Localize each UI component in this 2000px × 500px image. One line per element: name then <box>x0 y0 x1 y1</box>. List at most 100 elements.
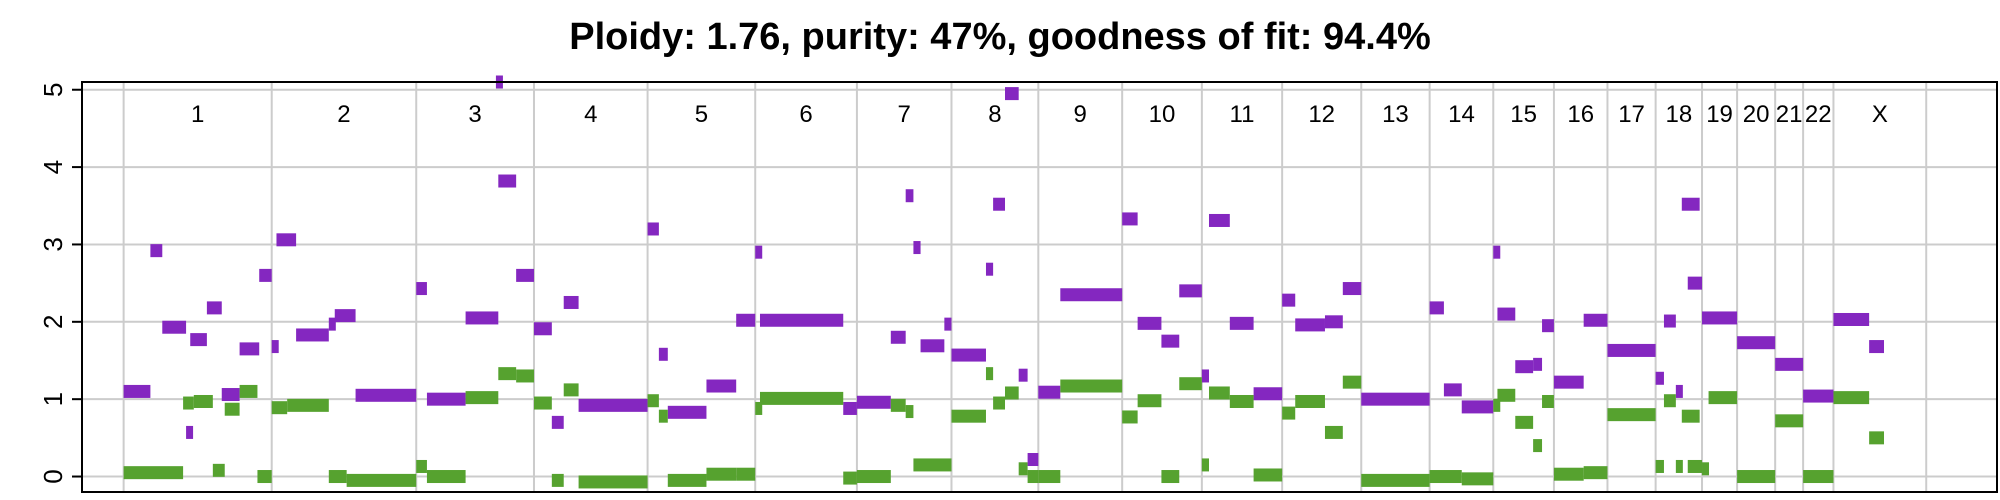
major-copy-number-segment <box>1607 343 1656 357</box>
major-copy-number-segment <box>328 317 336 331</box>
major-copy-number-segment <box>1687 276 1703 290</box>
minor-copy-number-segment <box>1208 386 1230 400</box>
y-tick-label: 2 <box>38 315 68 329</box>
chromosome-label: 7 <box>898 101 911 128</box>
major-copy-number-segment <box>1361 392 1430 406</box>
minor-copy-number-segment <box>1493 398 1501 412</box>
major-copy-number-segment <box>221 388 240 402</box>
chromosome-label: 19 <box>1706 101 1733 128</box>
minor-copy-number-segment <box>1833 391 1870 405</box>
minor-copy-number-segment <box>287 398 329 412</box>
major-copy-number-segment <box>890 330 906 344</box>
minor-copy-number-segment <box>1708 391 1738 405</box>
major-copy-number-segment <box>498 174 517 188</box>
major-copy-number-segment <box>1655 371 1664 385</box>
major-copy-number-segment <box>1869 340 1885 354</box>
chart-title: Ploidy: 1.76, purity: 47%, goodness of f… <box>569 16 1431 58</box>
major-copy-number-segment <box>206 301 222 315</box>
minor-copy-number-segment <box>551 473 564 487</box>
minor-copy-number-segment <box>533 396 552 410</box>
chromosome-label: 12 <box>1308 101 1335 128</box>
major-copy-number-segment <box>1443 383 1462 397</box>
minor-copy-number-segment <box>224 402 240 416</box>
chromosome-label: 4 <box>584 101 597 128</box>
chromosome-label: 10 <box>1149 101 1176 128</box>
minor-copy-number-segment <box>1675 459 1683 473</box>
major-copy-number-segment <box>296 328 329 342</box>
minor-copy-number-segment <box>890 398 906 412</box>
minor-copy-number-segment <box>1583 466 1608 480</box>
major-copy-number-segment <box>533 322 552 336</box>
major-copy-number-segment <box>1005 87 1019 101</box>
chromosome-label: 16 <box>1567 101 1594 128</box>
major-copy-number-segment <box>1201 369 1209 383</box>
major-copy-number-segment <box>1702 311 1738 325</box>
major-copy-number-segment <box>190 333 207 347</box>
major-copy-number-segment <box>1027 453 1039 467</box>
major-copy-number-segment <box>186 425 194 439</box>
major-copy-number-segment <box>551 415 564 429</box>
major-copy-number-segment <box>239 342 260 356</box>
major-copy-number-segment <box>276 233 297 247</box>
minor-copy-number-segment <box>1515 415 1534 429</box>
minor-copy-number-segment <box>843 471 857 485</box>
chromosome-label: 15 <box>1510 101 1537 128</box>
minor-copy-number-segment <box>465 391 499 405</box>
major-copy-number-segment <box>1515 360 1534 374</box>
major-copy-number-segment <box>1429 301 1444 315</box>
minor-copy-number-segment <box>736 467 756 481</box>
major-copy-number-segment <box>1775 357 1804 371</box>
major-copy-number-segment <box>1295 318 1325 332</box>
minor-copy-number-segment <box>416 459 427 473</box>
minor-copy-number-segment <box>498 367 517 381</box>
chromosome-label: 13 <box>1382 101 1409 128</box>
major-copy-number-segment <box>123 384 151 398</box>
major-copy-number-segment <box>1253 387 1283 401</box>
major-copy-number-segment <box>1803 389 1834 403</box>
minor-copy-number-segment <box>951 409 986 423</box>
chromosome-label: 2 <box>337 101 350 128</box>
minor-copy-number-segment <box>578 475 648 489</box>
minor-copy-number-segment <box>1737 470 1776 484</box>
major-copy-number-segment <box>843 401 857 415</box>
minor-copy-number-segment <box>1161 470 1180 484</box>
minor-copy-number-segment <box>1179 377 1202 391</box>
major-copy-number-segment <box>578 398 648 412</box>
major-copy-number-segment <box>736 313 756 327</box>
minor-copy-number-segment <box>1253 468 1283 482</box>
plot-frame <box>81 81 1998 493</box>
minor-copy-number-segment <box>346 473 417 487</box>
major-copy-number-segment <box>1179 284 1202 298</box>
chromosome-label: 22 <box>1805 101 1832 128</box>
minor-copy-number-segment <box>1775 414 1804 428</box>
minor-copy-number-segment <box>271 401 288 415</box>
major-copy-number-segment <box>1461 400 1494 414</box>
minor-copy-number-segment <box>1869 431 1885 445</box>
chromosome-label: 3 <box>468 101 481 128</box>
minor-copy-number-segment <box>1295 394 1325 408</box>
minor-copy-number-segment <box>755 401 763 415</box>
major-copy-number-segment <box>985 262 994 276</box>
major-copy-number-segment <box>658 347 668 361</box>
major-copy-number-segment <box>465 311 499 325</box>
major-copy-number-segment <box>1681 197 1700 211</box>
major-copy-number-segment <box>1038 385 1061 399</box>
major-copy-number-segment <box>993 197 1006 211</box>
minor-copy-number-segment <box>1497 388 1516 402</box>
minor-copy-number-segment <box>658 409 668 423</box>
minor-copy-number-segment <box>1702 462 1710 476</box>
major-copy-number-segment <box>1282 293 1296 307</box>
major-copy-number-segment <box>1675 384 1683 398</box>
chromosome-label: 17 <box>1618 101 1645 128</box>
chromosome-label: X <box>1872 101 1888 128</box>
minor-copy-number-segment <box>1687 459 1703 473</box>
chromosome-label: 6 <box>799 101 812 128</box>
y-tick-label: 5 <box>38 83 68 97</box>
major-copy-number-segment <box>1493 245 1501 259</box>
chromosome-label: 14 <box>1448 101 1475 128</box>
major-copy-number-segment <box>706 379 737 393</box>
chromosome-label: 20 <box>1743 101 1770 128</box>
minor-copy-number-segment <box>1060 379 1123 393</box>
major-copy-number-segment <box>1018 368 1028 382</box>
major-copy-number-segment <box>334 309 356 323</box>
